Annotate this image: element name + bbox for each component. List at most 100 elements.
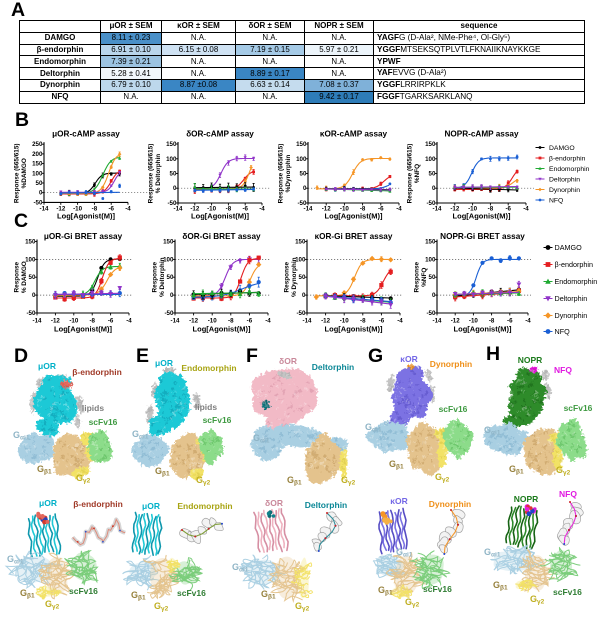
svg-text:-4: -4: [126, 318, 132, 325]
svg-text:-12: -12: [189, 318, 199, 325]
svg-text:% Deltorphin: % Deltorphin: [155, 154, 162, 194]
svg-text:NOPR-Gi BRET assay: NOPR-Gi BRET assay: [440, 232, 525, 241]
svg-text:DAMGO: DAMGO: [555, 243, 583, 252]
svg-text:δOR-cAMP assay: δOR-cAMP assay: [186, 130, 254, 139]
svg-text:Deltorphin: Deltorphin: [549, 176, 580, 183]
svg-text:scFv16: scFv16: [423, 584, 452, 594]
svg-text:100: 100: [163, 256, 174, 263]
svg-text:Gαi1: Gαi1: [484, 425, 501, 437]
svg-text:H: H: [486, 343, 500, 365]
svg-text:Endomorphin: Endomorphin: [549, 166, 590, 173]
svg-text:Gγ2: Gγ2: [196, 475, 211, 487]
svg-text:150: 150: [425, 141, 436, 148]
svg-text:-12: -12: [56, 206, 66, 213]
svg-text:Response (665/615): Response (665/615): [13, 143, 20, 203]
svg-text:lipids: lipids: [195, 402, 217, 412]
svg-text:-4: -4: [265, 318, 271, 325]
svg-text:μOR: μOR: [142, 501, 160, 511]
svg-text:Gγ2: Gγ2: [295, 601, 310, 613]
svg-text:Response (665/615): Response (665/615): [277, 144, 284, 204]
svg-text:% Deltorphin: % Deltorphin: [159, 257, 166, 297]
svg-text:Dynorphin: Dynorphin: [429, 499, 472, 509]
svg-text:-8: -8: [488, 206, 494, 213]
svg-text:-14: -14: [171, 318, 181, 325]
svg-text:Gαi1: Gαi1: [7, 554, 24, 566]
svg-text:Log[Agonist(M)]: Log[Agonist(M)]: [57, 212, 115, 221]
svg-text:Response: Response: [414, 261, 421, 292]
svg-text:NFQ: NFQ: [549, 197, 563, 204]
svg-text:50: 50: [429, 274, 436, 281]
svg-text:Gβ1: Gβ1: [37, 464, 52, 476]
svg-text:β-endorphin: β-endorphin: [72, 367, 122, 377]
svg-text:Gβ1: Gβ1: [131, 590, 146, 602]
svg-text:NOPR-cAMP assay: NOPR-cAMP assay: [444, 130, 518, 139]
svg-text:-8: -8: [360, 206, 366, 213]
svg-text:Gβ1: Gβ1: [378, 585, 393, 597]
svg-text:Endomorphin: Endomorphin: [177, 501, 232, 511]
svg-text:-14: -14: [33, 318, 43, 325]
svg-text:Log[Agonist(M)]: Log[Agonist(M)]: [453, 212, 511, 221]
svg-text:Response: Response: [152, 261, 159, 292]
svg-text:150: 150: [425, 239, 436, 246]
svg-text:-8: -8: [489, 318, 495, 325]
svg-text:50: 50: [167, 274, 174, 281]
svg-text:-14: -14: [304, 206, 314, 213]
svg-text:-6: -6: [505, 206, 511, 213]
svg-text:G: G: [368, 345, 383, 367]
svg-text:-6: -6: [507, 318, 513, 325]
svg-text:-10: -10: [469, 318, 479, 325]
svg-text:-6: -6: [242, 206, 248, 213]
svg-text:Gγ2: Gγ2: [435, 472, 450, 484]
svg-text:Gβ1: Gβ1: [509, 464, 524, 476]
svg-text:NOPR: NOPR: [514, 494, 539, 504]
svg-text:50: 50: [299, 274, 306, 281]
svg-text:NFQ: NFQ: [554, 365, 572, 375]
svg-text:-8: -8: [89, 318, 95, 325]
svg-text:%Dynorphin: %Dynorphin: [285, 155, 292, 193]
svg-text:Log[Agonist(M)]: Log[Agonist(M)]: [325, 212, 383, 221]
svg-text:Gβ1: Gβ1: [287, 475, 302, 487]
svg-text:-12: -12: [190, 206, 200, 213]
svg-text:F: F: [246, 345, 258, 367]
svg-text:100: 100: [296, 156, 307, 163]
svg-text:-6: -6: [108, 318, 114, 325]
svg-text:Dynorphin: Dynorphin: [430, 359, 473, 369]
svg-text:-10: -10: [340, 206, 350, 213]
svg-text:Gγ2: Gγ2: [154, 601, 169, 613]
svg-text:Response: Response: [284, 261, 291, 292]
svg-text:0: 0: [39, 190, 43, 197]
svg-text:0: 0: [32, 292, 36, 299]
svg-text:Deltorphin: Deltorphin: [555, 294, 588, 303]
svg-text:Deltorphin: Deltorphin: [305, 500, 348, 510]
svg-text:lipids: lipids: [82, 403, 104, 413]
svg-text:-12: -12: [51, 318, 61, 325]
svg-text:-50: -50: [164, 310, 174, 317]
svg-text:-12: -12: [450, 206, 460, 213]
svg-text:Gγ2: Gγ2: [45, 599, 60, 611]
svg-text:Log[Agonist(M)]: Log[Agonist(M)]: [454, 325, 512, 334]
svg-text:-6: -6: [108, 206, 114, 213]
svg-text:Log[Agonist(M)]: Log[Agonist(M)]: [54, 325, 112, 334]
svg-text:-50: -50: [297, 200, 307, 207]
svg-text:100: 100: [166, 156, 177, 163]
svg-text:150: 150: [32, 161, 43, 168]
svg-text:β-endorphin: β-endorphin: [73, 499, 123, 509]
svg-text:scFv16: scFv16: [203, 415, 232, 425]
svg-text:-4: -4: [125, 206, 131, 213]
svg-text:50: 50: [170, 171, 177, 178]
svg-text:-14: -14: [433, 206, 443, 213]
svg-text:-12: -12: [322, 206, 332, 213]
svg-text:-50: -50: [26, 310, 36, 317]
svg-text:-14: -14: [433, 318, 443, 325]
svg-text:-6: -6: [378, 206, 384, 213]
svg-text:β-endorphin: β-endorphin: [555, 260, 594, 269]
svg-text:-14: -14: [303, 318, 313, 325]
svg-text:0: 0: [170, 292, 174, 299]
svg-text:scFv16: scFv16: [89, 417, 118, 427]
svg-text:50: 50: [300, 171, 307, 178]
svg-text:-12: -12: [321, 318, 331, 325]
svg-text:Gαi1: Gαi1: [484, 547, 501, 559]
svg-text:-10: -10: [207, 206, 217, 213]
svg-text:μOR: μOR: [39, 498, 57, 508]
svg-text:D: D: [14, 345, 28, 367]
